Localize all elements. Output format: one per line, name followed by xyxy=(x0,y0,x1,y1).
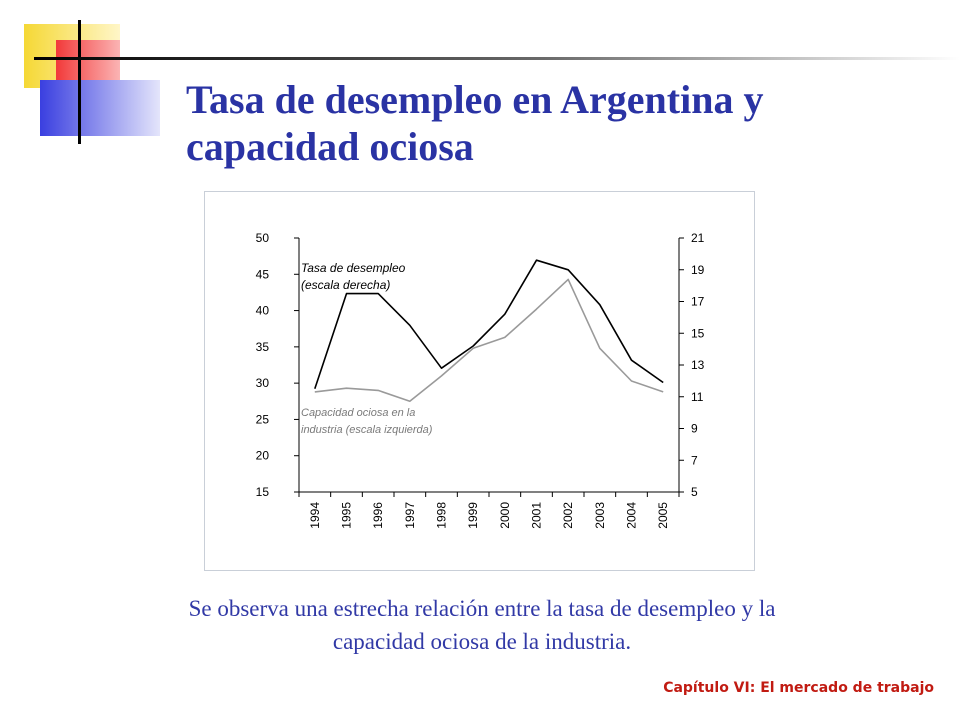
deco-vertical-line xyxy=(78,20,81,144)
left-tick-label: 20 xyxy=(256,449,270,463)
x-tick-label: 2005 xyxy=(656,502,670,529)
slide-title-line-1: Tasa de desempleo en Argentina y xyxy=(186,77,764,122)
x-tick-label: 2000 xyxy=(498,502,512,529)
right-tick-label: 17 xyxy=(691,295,705,309)
chapter-footer: Capítulo VI: El mercado de trabajo xyxy=(663,680,934,696)
x-tick-label: 2003 xyxy=(593,502,607,529)
decorative-corner-graphic xyxy=(24,20,960,144)
left-tick-label: 30 xyxy=(256,376,270,390)
right-tick-label: 19 xyxy=(691,263,705,277)
left-tick-label: 45 xyxy=(256,267,270,281)
deco-blue-square xyxy=(40,80,160,136)
caption-line-2: capacidad ociosa de la industria. xyxy=(332,629,632,654)
right-tick-label: 5 xyxy=(691,485,698,499)
right-tick-label: 9 xyxy=(691,422,698,436)
x-tick-label: 2001 xyxy=(530,502,544,529)
right-tick-label: 7 xyxy=(691,453,698,467)
slide-title-line-2: capacidad ociosa xyxy=(186,124,474,169)
annotation-capacidad-line-1: Capacidad ociosa en la xyxy=(301,407,415,419)
x-tick-label: 1997 xyxy=(403,502,417,529)
dual-axis-line-chart: 50 45 40 35 30 25 20 15 21 19 17 15 13 11 9 7 5 1994 1995 1… xyxy=(256,231,705,529)
chart-frame: 50 45 40 35 30 25 20 15 21 19 17 15 13 11 9 7 5 1994 1995 1… xyxy=(204,191,755,571)
annotation-desempleo-line-2: (escala derecha) xyxy=(301,278,390,292)
right-tick-label: 13 xyxy=(691,358,705,372)
series-line-desempleo xyxy=(314,259,664,390)
series-line-capacidad-ociosa xyxy=(314,278,664,403)
x-tick-label: 1999 xyxy=(466,502,480,529)
caption-line-1: Se observa una estrecha relación entre l… xyxy=(188,596,776,621)
left-tick-label: 50 xyxy=(256,231,270,245)
right-tick-label: 15 xyxy=(691,326,705,340)
x-tick-label: 2002 xyxy=(561,502,575,529)
left-tick-label: 35 xyxy=(256,340,270,354)
x-tick-label: 1994 xyxy=(308,502,322,529)
deco-horizontal-line xyxy=(34,57,960,60)
x-tick-label: 1998 xyxy=(435,502,449,529)
right-tick-label: 11 xyxy=(691,390,704,404)
slide-title: Tasa de desempleo en Argentina y capacid… xyxy=(186,76,926,170)
right-tick-label: 21 xyxy=(691,231,705,245)
annotation-desempleo-line-1: Tasa de desempleo xyxy=(301,261,406,275)
left-tick-label: 25 xyxy=(256,412,270,426)
left-tick-label: 40 xyxy=(256,304,270,318)
x-tick-label: 2004 xyxy=(625,502,639,529)
x-tick-label: 1996 xyxy=(371,502,385,529)
x-tick-label: 1995 xyxy=(340,502,354,529)
slide-caption: Se observa una estrecha relación entre l… xyxy=(60,592,904,658)
annotation-capacidad-line-2: industria (escala izquierda) xyxy=(301,424,433,436)
left-tick-label: 15 xyxy=(256,485,270,499)
